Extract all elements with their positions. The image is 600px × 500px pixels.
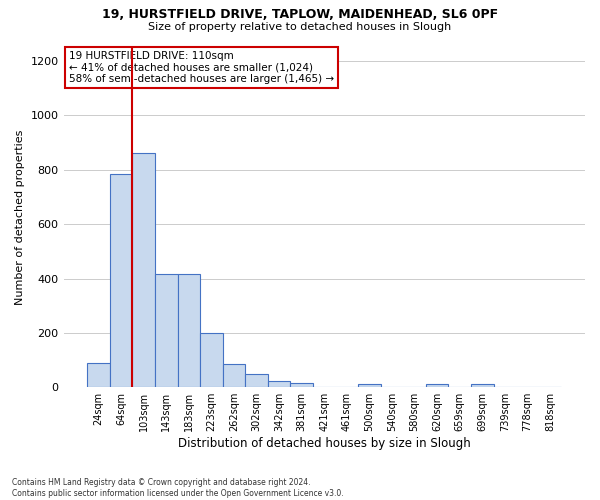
Bar [471,384,494,387]
Bar [200,333,223,387]
Text: Contains HM Land Registry data © Crown copyright and database right 2024.
Contai: Contains HM Land Registry data © Crown c… [12,478,344,498]
Bar [245,374,268,387]
Text: Size of property relative to detached houses in Slough: Size of property relative to detached ho… [148,22,452,32]
Bar [290,383,313,387]
Bar [178,274,200,387]
Bar [110,174,133,387]
Bar [133,154,155,387]
Bar [223,364,245,387]
Bar [87,362,110,387]
Text: 19, HURSTFIELD DRIVE, TAPLOW, MAIDENHEAD, SL6 0PF: 19, HURSTFIELD DRIVE, TAPLOW, MAIDENHEAD… [102,8,498,20]
X-axis label: Distribution of detached houses by size in Slough: Distribution of detached houses by size … [178,437,470,450]
Bar [268,381,290,387]
Text: 19 HURSTFIELD DRIVE: 110sqm
← 41% of detached houses are smaller (1,024)
58% of : 19 HURSTFIELD DRIVE: 110sqm ← 41% of det… [69,51,334,84]
Bar [426,384,448,387]
Bar [358,384,381,387]
Y-axis label: Number of detached properties: Number of detached properties [15,130,25,305]
Bar [155,274,178,387]
